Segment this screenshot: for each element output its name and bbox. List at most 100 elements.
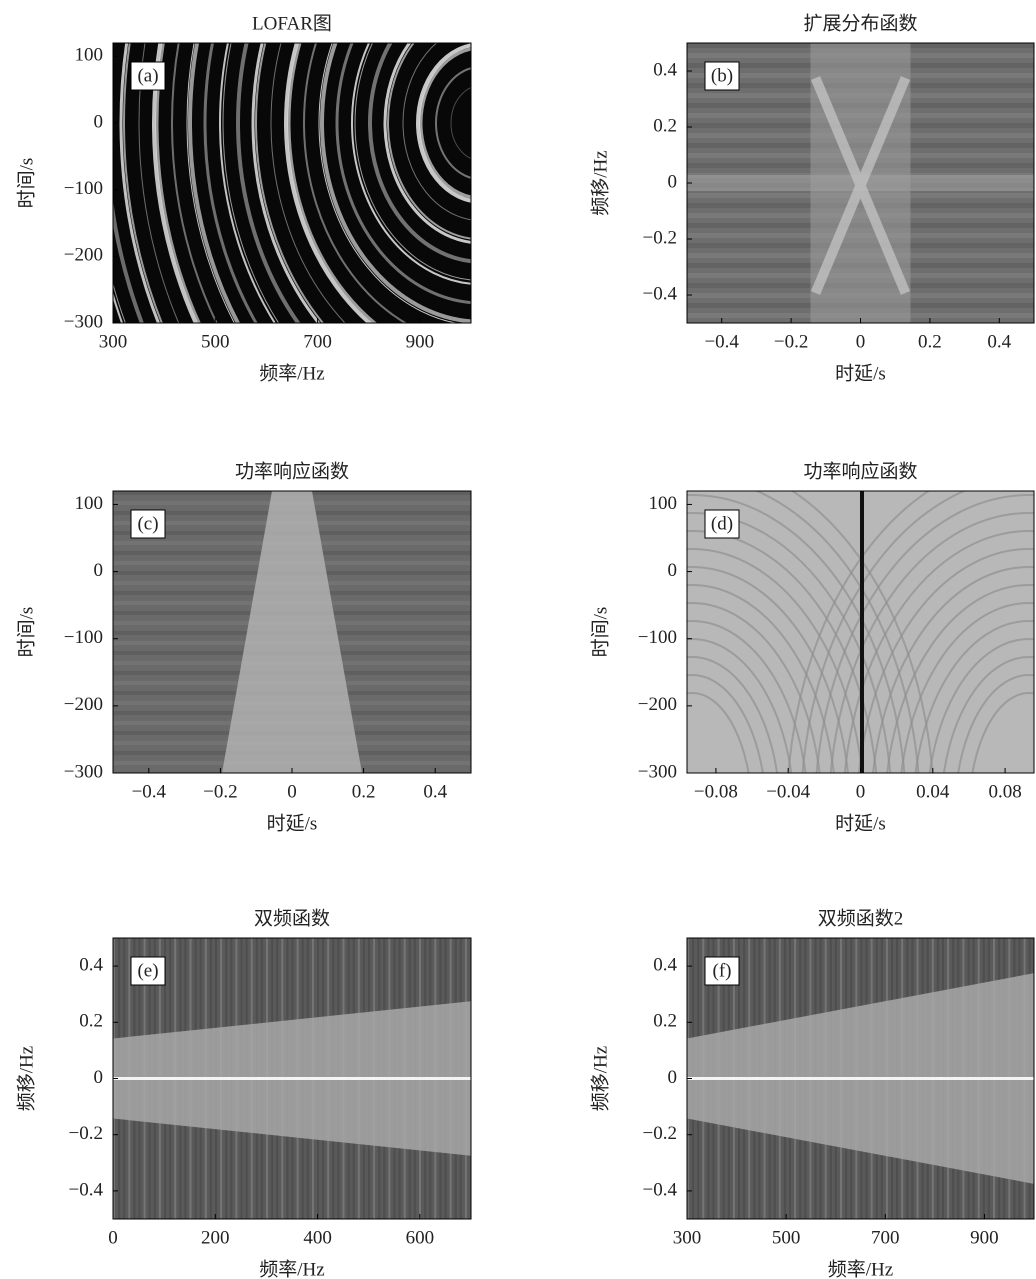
image-stripe — [687, 584, 835, 773]
y-axis-label: 频移/Hz — [589, 1046, 611, 1111]
y-tick-label: −300 — [64, 311, 103, 332]
panel-label: (b) — [711, 65, 733, 86]
x-tick-label: 500 — [201, 331, 230, 352]
image-stripe — [236, 43, 301, 323]
y-tick-label: 0 — [94, 111, 104, 132]
image-stripe — [270, 43, 346, 323]
panel-label-box — [704, 509, 740, 539]
image-stripe — [203, 43, 258, 323]
image-stripe — [957, 674, 1034, 773]
image-stripe — [284, 43, 373, 323]
image-stripe — [886, 584, 1034, 773]
y-tick-label: −0.4 — [69, 1179, 104, 1200]
x-axis-label: 时延/s — [267, 812, 318, 834]
x-tick-label: 0.4 — [423, 781, 447, 802]
image-stripe — [687, 656, 779, 773]
y-tick-label: −100 — [64, 178, 103, 199]
x-axis-label: 频率/Hz — [828, 1258, 893, 1279]
image-stripe — [186, 43, 235, 323]
y-tick-label: 0 — [94, 1067, 104, 1088]
x-tick-label: 900 — [970, 1227, 999, 1248]
x-tick-label: 0.2 — [918, 331, 942, 352]
chart-title: 双频函数2 — [818, 907, 904, 929]
y-tick-label: 0 — [94, 560, 104, 581]
panel-label-box — [130, 956, 166, 986]
image-stripe — [155, 43, 201, 323]
x-tick-label: 700 — [871, 1227, 900, 1248]
x-tick-label: −0.4 — [132, 781, 167, 802]
y-tick-label: −200 — [64, 245, 103, 266]
image-stripe — [858, 548, 1034, 773]
heatmap-image — [113, 938, 471, 1219]
y-tick-label: 0 — [668, 171, 678, 192]
x-tick-label: −0.08 — [694, 781, 738, 802]
image-stripe — [435, 67, 471, 179]
panel: 双频函数2 频率/Hz 频移/Hz 300 500 700 900 0.4 0.2 0 −0.2 −0… — [589, 907, 1035, 1279]
x-tick-label: 700 — [303, 331, 332, 352]
panel-label-box — [130, 61, 166, 91]
y-tick-label: 100 — [649, 493, 678, 514]
image-stripe — [387, 43, 471, 240]
image-stripe — [303, 43, 408, 323]
y-tick-label: −200 — [64, 694, 103, 715]
image-stripe — [687, 548, 863, 773]
chart-title: 扩展分布函数 — [803, 12, 917, 34]
image-stripe — [351, 43, 471, 285]
chart-title: 功率响应函数 — [803, 460, 917, 482]
image-stripe — [928, 638, 1034, 773]
plot-frame — [112, 42, 472, 324]
x-axis-label: 时延/s — [835, 362, 886, 384]
image-stripe — [687, 602, 821, 773]
y-tick-label: 100 — [75, 493, 104, 514]
image-stripe — [810, 76, 911, 295]
image-stripe — [843, 530, 1034, 773]
image-stripe — [222, 491, 362, 773]
y-axis-label: 时间/s — [15, 158, 37, 209]
image-stripe — [222, 43, 280, 323]
y-tick-label: 0 — [668, 560, 678, 581]
y-tick-label: 0.4 — [653, 954, 677, 975]
image-stripe — [354, 43, 471, 281]
image-stripe — [687, 566, 849, 773]
image-stripe — [188, 43, 241, 323]
image-stripe — [872, 566, 1034, 773]
y-tick-label: 0.4 — [79, 954, 103, 975]
heatmap-image — [687, 491, 1034, 773]
image-stripe — [368, 43, 471, 264]
image-stripe — [119, 43, 161, 323]
heatmap-image — [687, 938, 1034, 1219]
y-tick-label: −100 — [638, 627, 677, 648]
image-stripe — [320, 43, 471, 323]
image-stripe — [419, 47, 471, 199]
image-stripe — [123, 43, 163, 323]
panel-label: (f) — [713, 960, 732, 981]
image-stripe — [219, 43, 276, 323]
image-stripe — [687, 620, 807, 773]
y-axis-label: 时间/s — [589, 607, 611, 658]
x-tick-label: 200 — [201, 1227, 230, 1248]
image-stripe — [335, 43, 471, 305]
image-stripe — [829, 512, 1034, 773]
image-stripe — [687, 692, 750, 773]
y-tick-label: −200 — [638, 694, 677, 715]
y-axis-label: 频移/Hz — [15, 1046, 37, 1111]
image-stripe — [138, 43, 180, 323]
image-stripe — [900, 602, 1034, 773]
x-tick-label: 300 — [99, 331, 128, 352]
x-tick-label: 0.2 — [352, 781, 376, 802]
panel-label: (c) — [137, 513, 158, 534]
x-tick-label: 600 — [406, 1227, 435, 1248]
y-axis-label: 时间/s — [15, 607, 37, 658]
y-tick-label: 0.2 — [653, 1011, 677, 1032]
heatmap-image — [113, 491, 471, 773]
image-stripe — [942, 656, 1034, 773]
x-tick-label: 0.08 — [988, 781, 1021, 802]
heatmap-image — [687, 43, 1034, 323]
x-tick-label: 500 — [772, 1227, 801, 1248]
y-tick-label: −0.4 — [643, 1179, 678, 1200]
